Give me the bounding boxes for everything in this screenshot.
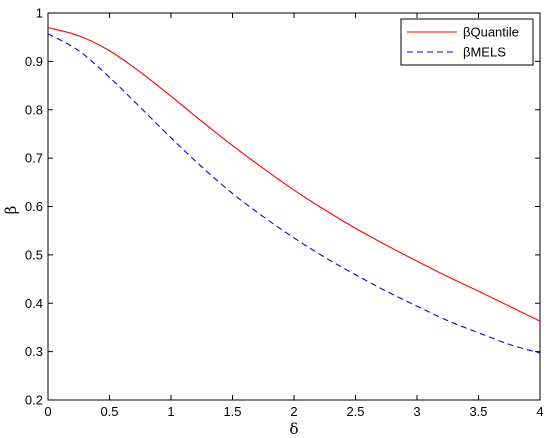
ticks-layer: 0 0.5 1 1.5 2 2.5 3 3.5 4 0.2 0.3 0.4 0.5 0.6 0.7 0.8 0.…: [25, 6, 544, 420]
plot-area: [47, 12, 541, 401]
x-tick-label: 1: [167, 404, 174, 419]
y-tick-label: 0.3: [25, 344, 43, 359]
y-tick-label: 0.8: [25, 102, 43, 117]
x-tick-label: 0.5: [100, 404, 118, 419]
series-line-0: [47, 26, 541, 322]
plot-frame: [47, 12, 541, 401]
x-tick-label: 0: [44, 404, 51, 419]
legend-label-0: βQuantile: [463, 25, 519, 40]
x-tick-label: 4: [536, 404, 543, 419]
y-tick-label: 0.5: [25, 247, 43, 262]
y-tick-label: 0.7: [25, 151, 43, 166]
x-axis-label: δ: [289, 420, 298, 438]
y-tick-label: 1: [36, 6, 43, 21]
y-tick-label: 0.9: [25, 54, 43, 69]
series-layer: [47, 26, 541, 354]
y-tick-label: 0.2: [25, 393, 43, 408]
legend: βQuantile βMELS: [400, 18, 534, 66]
x-tick-label: 2.5: [346, 404, 364, 419]
x-tick-label: 2: [290, 404, 297, 419]
series-line-1: [47, 33, 541, 354]
y-tick-label: 0.4: [25, 296, 43, 311]
x-tick-label: 1.5: [223, 404, 241, 419]
y-tick-label: 0.6: [25, 199, 43, 214]
legend-label-1: βMELS: [463, 45, 506, 60]
legend-box: [400, 18, 534, 66]
x-tick-label: 3: [413, 404, 420, 419]
y-axis-label: β: [2, 206, 20, 215]
x-tick-label: 3.5: [469, 404, 487, 419]
